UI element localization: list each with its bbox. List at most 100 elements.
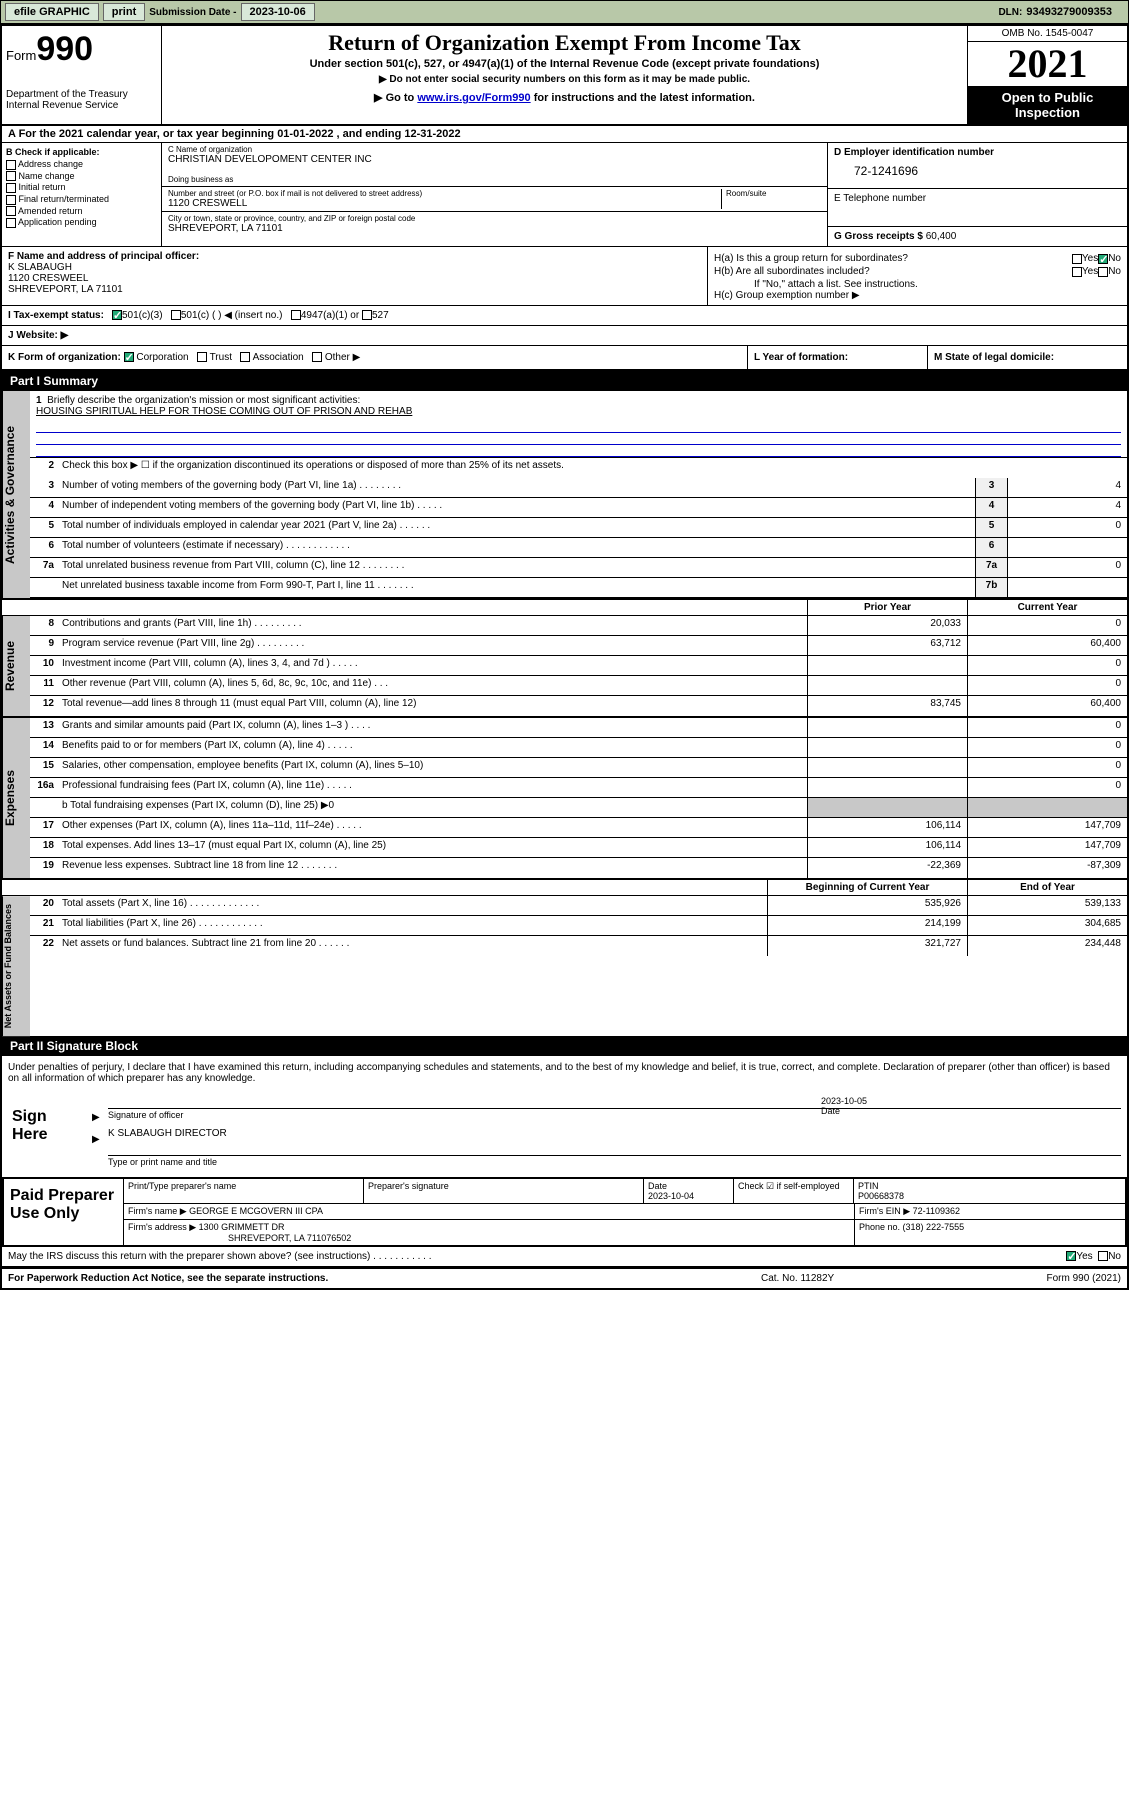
side-netassets: Net Assets or Fund Balances [2,896,30,1036]
form-container: Form990 Department of the Treasury Inter… [0,24,1129,1290]
rev-line-8: 8Contributions and grants (Part VIII, li… [30,616,1127,636]
side-governance: Activities & Governance [2,391,30,598]
side-revenue: Revenue [2,616,30,716]
discuss-no[interactable] [1098,1251,1108,1261]
phone-label: Phone no. [859,1222,903,1232]
part1-header: Part I Summary [2,371,1127,391]
paid-h2: Preparer's signature [364,1179,644,1203]
m-label: M State of legal domicile: [934,352,1054,363]
print-button[interactable]: print [103,3,145,21]
q2-text: Check this box ▶ ☐ if the organization d… [58,458,1127,478]
hb-note: If "No," attach a list. See instructions… [714,279,1121,290]
checkbox-app-pending[interactable] [6,218,16,228]
paid-h3: Date [648,1181,667,1191]
officer-city: SHREVEPORT, LA 71101 [8,284,701,295]
checkbox-name-change[interactable] [6,171,16,181]
line-7a: 7aTotal unrelated business revenue from … [30,558,1127,578]
part1-revenue: Revenue 8Contributions and grants (Part … [2,616,1127,716]
cb-4947[interactable] [291,310,301,320]
officer-addr: 1120 CRESWEEL [8,273,701,284]
col-b-label: B Check if applicable: [6,147,157,157]
may-discuss-text: May the IRS discuss this return with the… [8,1251,1066,1262]
col-h-group: H(a) Is this a group return for subordin… [707,247,1127,305]
net-line-20: 20Total assets (Part X, line 16) . . . .… [30,896,1127,916]
line-6: 6Total number of volunteers (estimate if… [30,538,1127,558]
part1-netassets: Net Assets or Fund Balances 20Total asse… [2,896,1127,1036]
hb-label: H(b) Are all subordinates included? [714,266,1072,277]
submission-label: Submission Date - [149,7,236,18]
exp-line-16a: 16aProfessional fundraising fees (Part I… [30,778,1127,798]
line-3: 3Number of voting members of the governi… [30,478,1127,498]
form-number: 990 [36,30,93,68]
checkbox-initial-return[interactable] [6,183,16,193]
net-line-22: 22Net assets or fund balances. Subtract … [30,936,1127,956]
hb-no[interactable] [1098,267,1108,277]
checkbox-address-change[interactable] [6,160,16,170]
yes-label2: Yes [1082,266,1098,277]
form-title: Return of Organization Exempt From Incom… [166,30,963,56]
hb-yes[interactable] [1072,267,1082,277]
irs-link[interactable]: www.irs.gov/Form990 [417,92,530,104]
opt-other: Other ▶ [325,352,360,363]
k-label: K Form of organization: [8,352,121,363]
firm-addr: 1300 GRIMMETT DR [199,1222,285,1232]
submission-date: 2023-10-06 [241,3,315,21]
checkbox-final-return[interactable] [6,195,16,205]
open-to-public: Open to Public Inspection [968,86,1127,124]
opt-501c: 501(c) ( ) ◀ (insert no.) [181,310,283,321]
cb-other[interactable] [312,352,322,362]
tax-year: 2021 [968,42,1127,86]
footer: For Paperwork Reduction Act Notice, see … [2,1268,1127,1288]
net-line-21: 21Total liabilities (Part X, line 26) . … [30,916,1127,936]
no-label2: No [1108,266,1121,277]
opt-4947: 4947(a)(1) or [301,310,359,321]
date-label: Date [821,1106,840,1116]
yes3: Yes [1076,1251,1092,1262]
efile-button[interactable]: efile GRAPHIC [5,3,99,21]
form-subtitle: Under section 501(c), 527, or 4947(a)(1)… [166,58,963,70]
rev-line-10: 10Investment income (Part VIII, column (… [30,656,1127,676]
paid-label: Paid Preparer Use Only [4,1179,124,1245]
line-5: 5Total number of individuals employed in… [30,518,1127,538]
discuss-yes[interactable] [1066,1251,1076,1261]
year-header-row2: Beginning of Current Year End of Year [2,878,1127,896]
mission-text: HOUSING SPIRITUAL HELP FOR THOSE COMING … [36,406,412,417]
gross-value: 60,400 [926,231,957,242]
side-expenses: Expenses [2,718,30,878]
form-prefix: Form [6,48,36,63]
row-tax-status: I Tax-exempt status: 501(c)(3) 501(c) ( … [2,306,1127,326]
cb-501c[interactable] [171,310,181,320]
exp-line-14: 14Benefits paid to or for members (Part … [30,738,1127,758]
line-7b: Net unrelated business taxable income fr… [30,578,1127,598]
ha-no[interactable] [1098,254,1108,264]
col-d-ein: D Employer identification number 72-1241… [827,143,1127,246]
exp-line-18: 18Total expenses. Add lines 13–17 (must … [30,838,1127,858]
rev-line-11: 11Other revenue (Part VIII, column (A), … [30,676,1127,696]
row-website: J Website: ▶ [2,326,1127,346]
addr-value: 1120 CRESWELL [168,198,721,209]
form-note-ssn: ▶ Do not enter social security numbers o… [166,74,963,85]
col-b-checkboxes: B Check if applicable: Address change Na… [2,143,162,246]
cb-corp[interactable] [124,352,134,362]
city-value: SHREVEPORT, LA 71101 [168,223,821,234]
may-discuss-row: May the IRS discuss this return with the… [2,1247,1127,1268]
q1-label: Briefly describe the organization's miss… [47,395,360,406]
cb-assoc[interactable] [240,352,250,362]
item-initial-return: Initial return [19,182,66,192]
addr-label: Number and street (or P.O. box if mail i… [168,189,721,198]
name-title-label: Type or print name and title [108,1156,1121,1167]
section-fh: F Name and address of principal officer:… [2,247,1127,306]
year-header-row: Prior Year Current Year [2,598,1127,616]
firm-addr-label: Firm's address ▶ [128,1222,199,1232]
cb-527[interactable] [362,310,372,320]
ha-yes[interactable] [1072,254,1082,264]
firm-ein: 72-1109362 [913,1206,960,1216]
cb-501c3[interactable] [112,310,122,320]
dln-label: DLN: [998,7,1022,18]
checkbox-amended[interactable] [6,206,16,216]
firm-name-label: Firm's name ▶ [128,1206,189,1216]
col-end-year: End of Year [967,880,1127,895]
ha-label: H(a) Is this a group return for subordin… [714,253,1072,264]
cb-trust[interactable] [197,352,207,362]
link-post: for instructions and the latest informat… [531,92,755,104]
